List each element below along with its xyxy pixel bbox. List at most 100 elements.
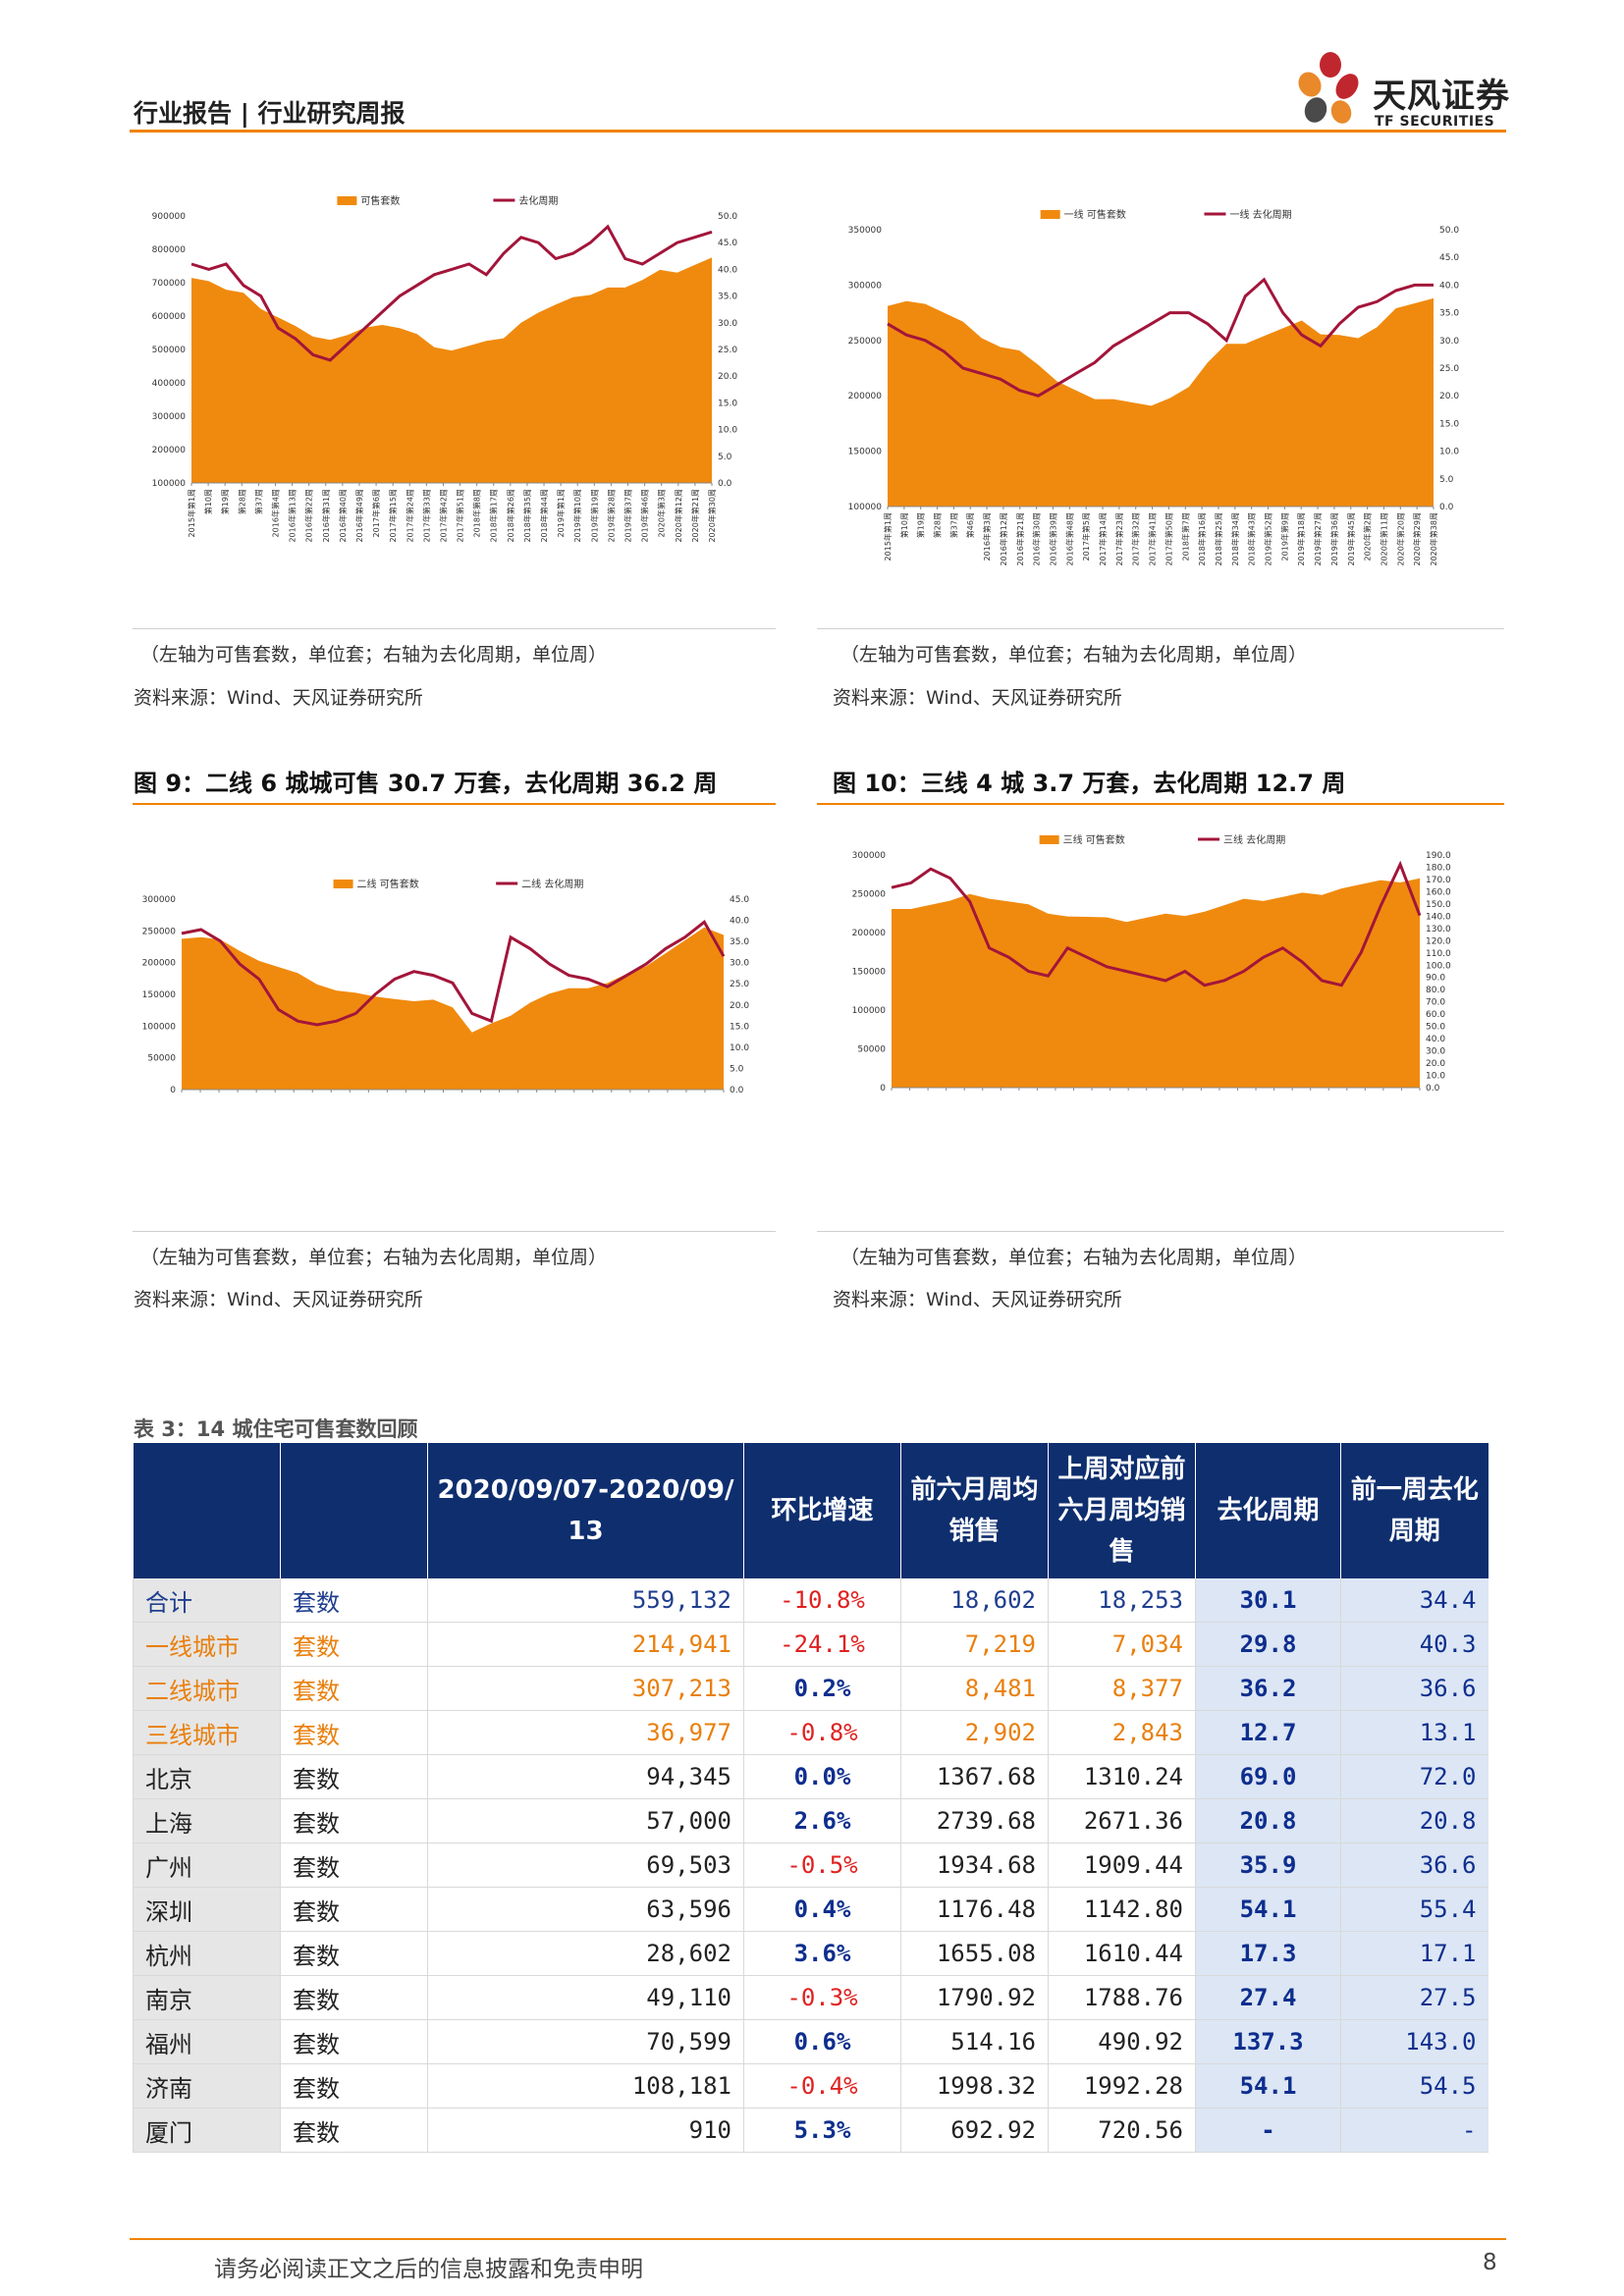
- right-tick-label: 45.0: [718, 239, 737, 248]
- right-tick-label: 25.0: [718, 346, 737, 355]
- row-cycle: 30.1: [1195, 1578, 1341, 1623]
- x-tick-label: 2016年第4周: [270, 489, 280, 537]
- row-city-name: 二线城市: [133, 1666, 281, 1711]
- inventory-area: [888, 297, 1434, 507]
- right-tick-label: 30.0: [730, 959, 749, 969]
- left-tick-label: 600000: [152, 312, 187, 322]
- x-tick-label: 2019年第27周: [1313, 512, 1323, 566]
- row-inventory: 214,941: [427, 1622, 744, 1667]
- chart1-note: （左轴为可售套数，单位套；右轴为去化周期，单位周）: [140, 644, 608, 666]
- x-tick-label: 2018年第44周: [539, 489, 549, 543]
- right-tick-label: 5.0: [1439, 475, 1454, 485]
- row-unit: 套数: [280, 2063, 428, 2109]
- right-tick-label: 20.0: [730, 1001, 749, 1011]
- footer-rule: [130, 2238, 1506, 2240]
- right-tick-label: 140.0: [1426, 912, 1451, 922]
- x-tick-label: 2020年第38周: [1429, 512, 1438, 566]
- right-tick-label: 60.0: [1426, 1010, 1445, 1020]
- row-prev-six-month-avg: 2,843: [1048, 1710, 1196, 1755]
- right-tick-label: 0.0: [730, 1086, 744, 1095]
- row-six-month-avg: 2739.68: [900, 1798, 1049, 1843]
- row-prev-cycle: 40.3: [1340, 1622, 1489, 1667]
- row-prev-cycle: 54.5: [1340, 2063, 1489, 2109]
- x-tick-label: 2016年第22周: [304, 489, 314, 543]
- row-prev-cycle: 13.1: [1340, 1710, 1489, 1755]
- table-row: 南京 套数 49,110 -0.3% 1790.92 1788.76 27.4 27.5: [133, 1975, 1489, 2020]
- right-tick-label: 0.0: [718, 479, 732, 489]
- row-cycle: 54.1: [1195, 1887, 1341, 1932]
- row-prev-six-month-avg: 2671.36: [1048, 1798, 1196, 1843]
- right-tick-label: 40.0: [718, 265, 737, 275]
- left-tick-label: 900000: [152, 212, 187, 222]
- row-prev-cycle: 72.0: [1340, 1754, 1489, 1799]
- row-prev-six-month-avg: 490.92: [1048, 2019, 1196, 2064]
- right-tick-label: 180.0: [1426, 863, 1451, 873]
- x-tick-label: 2018年第7周: [1180, 512, 1190, 561]
- right-tick-label: 20.0: [718, 372, 737, 382]
- row-wow-change: -0.3%: [743, 1975, 901, 2020]
- row-inventory: 559,132: [427, 1578, 744, 1623]
- x-tick-label: 2019年第36周: [1329, 512, 1339, 566]
- right-tick-label: 40.0: [1426, 1035, 1445, 1044]
- row-cycle: 27.4: [1195, 1975, 1341, 2020]
- x-tick-label: 第28周: [237, 489, 246, 514]
- x-tick-label: 2019年第28周: [606, 489, 616, 543]
- left-tick-label: 100000: [152, 479, 187, 489]
- x-tick-label: 第46周: [965, 512, 975, 538]
- row-prev-six-month-avg: 1909.44: [1048, 1842, 1196, 1888]
- right-tick-label: 90.0: [1426, 974, 1445, 984]
- row-inventory: 70,599: [427, 2019, 744, 2064]
- right-tick-label: 25.0: [1439, 364, 1459, 374]
- right-tick-label: 10.0: [718, 426, 737, 436]
- legend-area-swatch: [337, 196, 357, 205]
- row-city-name: 上海: [133, 1798, 281, 1843]
- right-tick-label: 100.0: [1426, 961, 1451, 971]
- x-tick-label: 2018年第35周: [522, 489, 532, 543]
- right-tick-label: 10.0: [1426, 1072, 1445, 1082]
- row-unit: 套数: [280, 1842, 428, 1888]
- header-cell-wow: 环比增速: [743, 1443, 901, 1578]
- right-tick-label: 20.0: [1439, 392, 1459, 401]
- legend-area-swatch: [1039, 835, 1059, 844]
- right-tick-label: 70.0: [1426, 998, 1445, 1008]
- legend-area-swatch: [1040, 210, 1060, 219]
- row-wow-change: -0.8%: [743, 1710, 901, 1755]
- row-prev-six-month-avg: 1310.24: [1048, 1754, 1196, 1799]
- x-tick-label: 2017年第33周: [421, 489, 431, 543]
- left-tick-label: 150000: [852, 968, 887, 978]
- x-tick-label: 2017年第42周: [438, 489, 448, 543]
- chart-tier1-inventory: 350000 300000 250000 200000 150000 100000 50.0…: [825, 177, 1502, 618]
- x-tick-label: 第10周: [899, 512, 909, 538]
- x-tick-label: 2018年第17周: [489, 489, 499, 543]
- row-wow-change: 0.6%: [743, 2019, 901, 2064]
- x-tick-label: 2017年第51周: [456, 489, 465, 543]
- right-tick-label: 50.0: [1426, 1023, 1445, 1033]
- left-tick-label: 500000: [152, 346, 187, 355]
- row-prev-six-month-avg: 7,034: [1048, 1622, 1196, 1667]
- x-tick-label: 2018年第25周: [1214, 512, 1223, 566]
- x-tick-label: 2019年第46周: [640, 489, 650, 543]
- x-tick-label: 2019年第1周: [556, 489, 566, 537]
- row-cycle: 35.9: [1195, 1842, 1341, 1888]
- row-cycle: 137.3: [1195, 2019, 1341, 2064]
- left-tick-label: 300000: [852, 851, 887, 861]
- right-tick-label: 40.0: [1439, 281, 1459, 291]
- row-prev-cycle: 55.4: [1340, 1887, 1489, 1932]
- x-tick-label: 2017年第23周: [1114, 512, 1124, 566]
- x-tick-label: 2016年第49周: [354, 489, 364, 543]
- x-tick-label: 2016年第31周: [321, 489, 331, 543]
- chart-tier2-svg: 300000 250000 200000 150000 100000 50000 0 45.0…: [142, 878, 750, 1095]
- row-prev-six-month-avg: 1992.28: [1048, 2063, 1196, 2109]
- table-row: 北京 套数 94,345 0.0% 1367.68 1310.24 69.0 72.0: [133, 1754, 1489, 1799]
- right-tick-label: 5.0: [730, 1064, 744, 1074]
- x-tick-label: 2019年第45周: [1346, 512, 1356, 566]
- row-cycle: 29.8: [1195, 1622, 1341, 1667]
- row-six-month-avg: 514.16: [900, 2019, 1049, 2064]
- row-inventory: 63,596: [427, 1887, 744, 1932]
- right-tick-label: 15.0: [730, 1022, 749, 1032]
- chart-tier1-svg: 350000 300000 250000 200000 150000 100000 50.0…: [848, 208, 1460, 566]
- x-tick-label: 2020年第2周: [1363, 512, 1373, 561]
- footer-disclaimer: 请务必阅读正文之后的信息披露和免责申明: [214, 2257, 643, 2282]
- row-inventory: 307,213: [427, 1666, 744, 1711]
- left-tick-label: 250000: [848, 337, 883, 347]
